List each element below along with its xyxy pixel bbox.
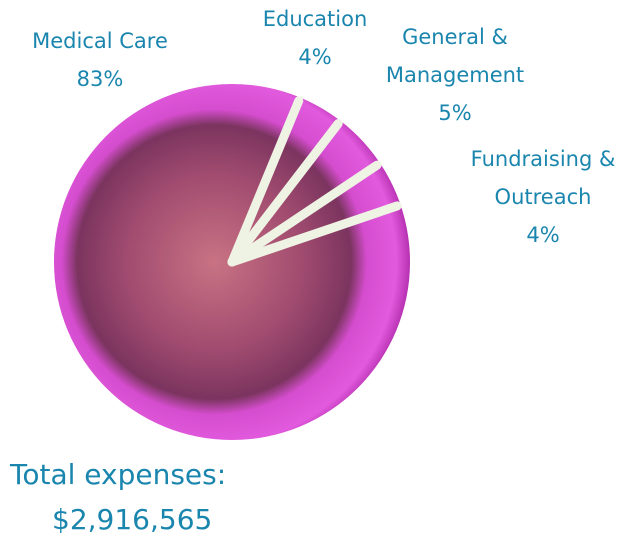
category-label: Medical Care: [0, 22, 200, 60]
total-caption: Total expenses:: [10, 453, 226, 497]
value-label: 83%: [0, 60, 200, 98]
category-label: Fundraising & Outreach: [448, 140, 638, 216]
slice-label: General & Management 5%: [365, 18, 545, 132]
page: Medical Care 83% Education 4% General & …: [0, 0, 644, 535]
slice-label: Medical Care 83%: [0, 22, 200, 98]
slice-label: Fundraising & Outreach 4%: [448, 140, 638, 254]
value-label: 4%: [448, 216, 638, 254]
value-label: 5%: [365, 94, 545, 132]
total-amount: $2,916,565: [52, 498, 212, 535]
category-label: General & Management: [365, 18, 545, 94]
